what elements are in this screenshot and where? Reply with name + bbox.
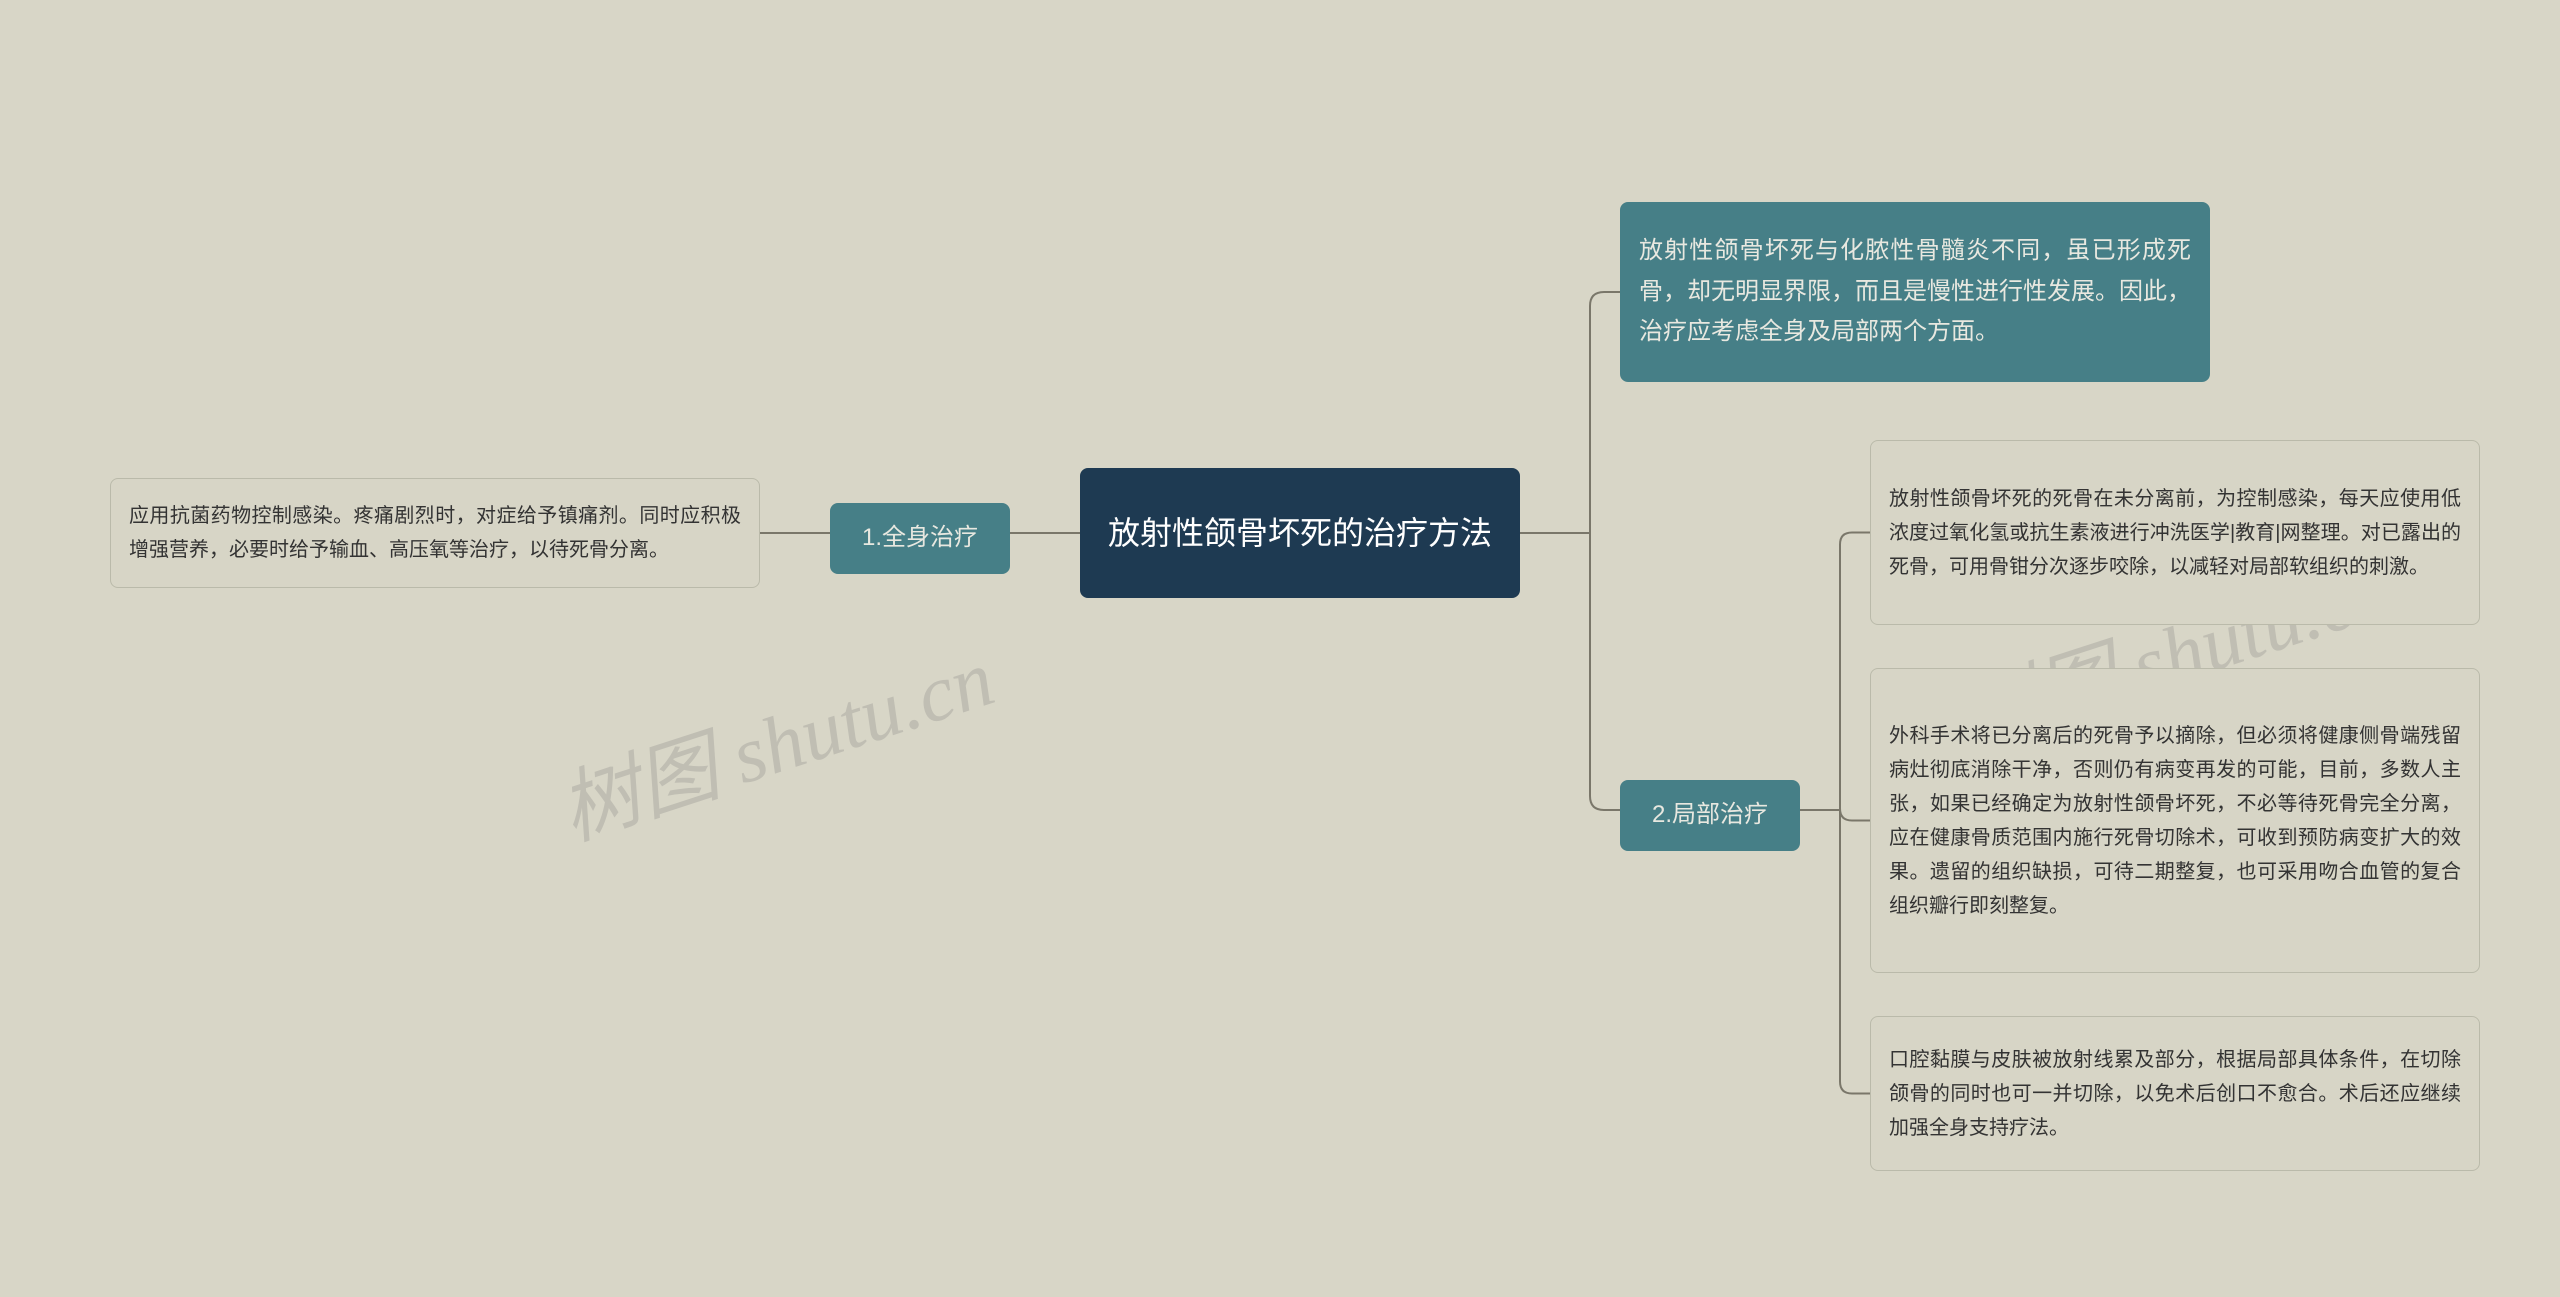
branch-systemic-treatment: 1.全身治疗 [830,503,1010,574]
leaf-systemic-detail: 应用抗菌药物控制感染。疼痛剧烈时，对症给予镇痛剂。同时应积极增强营养，必要时给予… [110,478,760,588]
leaf-local-detail-1: 放射性颌骨坏死的死骨在未分离前，为控制感染，每天应使用低浓度过氧化氢或抗生素液进… [1870,440,2480,625]
leaf-local-detail-3: 口腔黏膜与皮肤被放射线累及部分，根据局部具体条件，在切除颌骨的同时也可一并切除，… [1870,1016,2480,1171]
leaf-local-detail-2: 外科手术将已分离后的死骨予以摘除，但必须将健康侧骨端残留病灶彻底消除干净，否则仍… [1870,668,2480,973]
branch-label: 1.全身治疗 [862,518,978,559]
center-node-text: 放射性颌骨坏死的治疗方法 [1108,506,1492,560]
leaf-text: 放射性颌骨坏死的死骨在未分离前，为控制感染，每天应使用低浓度过氧化氢或抗生素液进… [1889,482,2461,584]
branch-local-treatment: 2.局部治疗 [1620,780,1800,851]
branch-label: 2.局部治疗 [1652,795,1768,836]
leaf-text: 外科手术将已分离后的死骨予以摘除，但必须将健康侧骨端残留病灶彻底消除干净，否则仍… [1889,719,2461,923]
leaf-text: 口腔黏膜与皮肤被放射线累及部分，根据局部具体条件，在切除颌骨的同时也可一并切除，… [1889,1043,2461,1145]
leaf-text: 放射性颌骨坏死与化脓性骨髓炎不同，虽已形成死骨，却无明显界限，而且是慢性进行性发… [1639,231,2191,353]
watermark-1: 树图 shutu.cn [543,613,1006,862]
mindmap-center-node: 放射性颌骨坏死的治疗方法 [1080,468,1520,598]
leaf-text: 应用抗菌药物控制感染。疼痛剧烈时，对症给予镇痛剂。同时应积极增强营养，必要时给予… [129,499,741,567]
leaf-intro: 放射性颌骨坏死与化脓性骨髓炎不同，虽已形成死骨，却无明显界限，而且是慢性进行性发… [1620,202,2210,382]
